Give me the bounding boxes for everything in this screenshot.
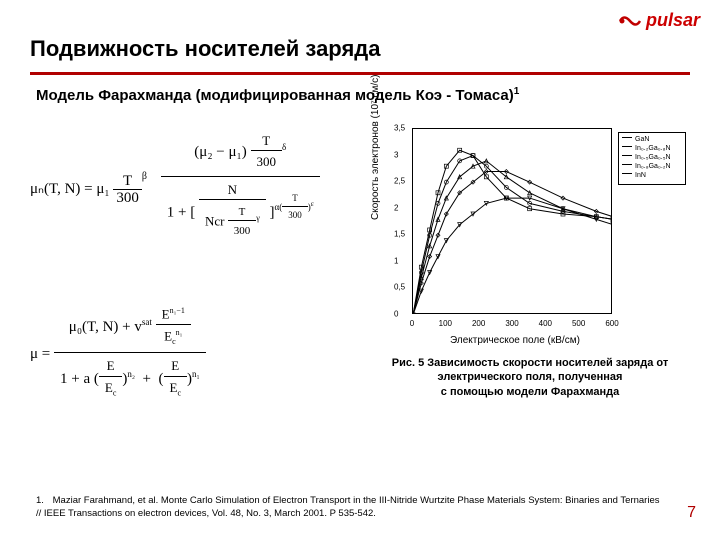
pulsar-logo-icon — [618, 12, 642, 30]
f2-d2bs: c — [177, 388, 181, 397]
x-tick: 300 — [505, 319, 518, 328]
subtitle-text: Модель Фарахманда (модифицированная моде… — [36, 87, 514, 104]
page-number: 7 — [687, 504, 696, 522]
y-tick: 3 — [394, 150, 398, 159]
brand-logo: pulsar — [618, 10, 700, 31]
f2-n1: n₁ — [192, 369, 200, 379]
y-tick: 2 — [394, 203, 398, 212]
page-title: Подвижность носителей заряда — [30, 36, 690, 68]
f1-delta: δ — [282, 142, 286, 152]
chart-curves — [413, 129, 611, 313]
y-tick: 0 — [394, 310, 398, 319]
f2-nb: E — [164, 328, 172, 343]
x-tick: 600 — [605, 319, 618, 328]
plot-area — [412, 128, 612, 314]
caption-line-1: Рис. 5 Зависимость скорости носителей за… — [370, 356, 690, 370]
f2-d1t: E — [99, 357, 123, 376]
chart-legend: GaN In₀.₂Ga₀.₈N In₀.₅Ga₀.₅N In₀.₈Ga₀.₂N InN — [618, 132, 686, 185]
title-rule — [30, 72, 690, 75]
footnote-text: Maziar Farahmand, et al. Monte Carlo Sim… — [36, 495, 660, 518]
title-block: Подвижность носителей заряда — [30, 36, 690, 75]
brand-bar: pulsar — [0, 10, 720, 31]
f1-beta: β — [142, 171, 147, 182]
footnote-num: 1. — [36, 495, 50, 507]
f1-den-base: 1 + — [167, 204, 187, 220]
formula-mobility-model: μₙ(T, N) = μ₁ T 300 β (μ₂ − μ₁) T 300δ 1… — [30, 130, 360, 249]
f2-d2t: E — [164, 357, 188, 376]
x-tick: 100 — [439, 319, 452, 328]
f1-num-right: (μ₂ − μ₁) — [194, 144, 247, 160]
f1-bigfrac: (μ₂ − μ₁) T 300δ 1 + [ N Ncr T300γ — [161, 130, 320, 249]
f2-nt-sup: n₁−1 — [170, 306, 185, 315]
content-row: μₙ(T, N) = μ₁ T 300 β (μ₂ − μ₁) T 300δ 1… — [30, 120, 700, 406]
x-tick: 400 — [539, 319, 552, 328]
y-axis-label: Скорость электронов (10⁷ см/с) — [370, 75, 381, 220]
formula-column: μₙ(T, N) = μ₁ T 300 β (μ₂ − μ₁) T 300δ 1… — [30, 120, 360, 406]
f1-N: N — [199, 181, 266, 200]
f1-gamma: γ — [256, 213, 260, 222]
brand-name: pulsar — [646, 10, 700, 31]
legend-item: GaN — [622, 136, 682, 143]
f2-nb-sub: c — [172, 337, 176, 346]
f2-den-a: 1 + a — [60, 371, 90, 387]
f1-Ncr: Ncr — [205, 213, 225, 228]
f2-d1bs: c — [113, 388, 117, 397]
x-tick: 0 — [410, 319, 414, 328]
f2-nb-sup: n₁ — [176, 328, 183, 337]
legend-item: In₀.₅Ga₀.₅N — [622, 154, 682, 161]
f2-num-a: μ₀(T, N) + v — [69, 319, 142, 335]
legend-item: In₀.₈Ga₀.₂N — [622, 163, 682, 170]
y-tick: 0,5 — [394, 283, 405, 292]
caption-line-3: с помощью модели Фарахманда — [370, 385, 690, 399]
figure-caption: Рис. 5 Зависимость скорости носителей за… — [370, 356, 690, 399]
f2-nt: E — [162, 306, 170, 321]
f2-d1b: E — [105, 380, 113, 395]
y-tick: 2,5 — [394, 177, 405, 186]
legend-item: InN — [622, 172, 682, 179]
y-tick: 1 — [394, 256, 398, 265]
velocity-field-chart: Скорость электронов (10⁷ см/с) Электриче… — [370, 120, 690, 350]
f2-n2: n₂ — [127, 369, 135, 379]
f2-lhs: μ = — [30, 346, 50, 362]
x-axis-label: Электрическое поле (кВ/см) — [450, 335, 580, 346]
formula-velocity-model: μ = μ₀(T, N) + vsat En₁−1 Ecn₁ 1 + a ( E… — [30, 303, 360, 406]
f1-t300-1: T 300 — [113, 173, 142, 207]
x-tick: 200 — [472, 319, 485, 328]
subtitle: Модель Фарахманда (модифицированная моде… — [36, 86, 519, 104]
f1-lhs: μₙ(T, N) = μ₁ — [30, 181, 110, 197]
legend-item: In₀.₂Ga₀.₈N — [622, 145, 682, 152]
chart-column: Скорость электронов (10⁷ см/с) Электриче… — [370, 120, 690, 399]
caption-line-2: электрического поля, полученная — [370, 370, 690, 384]
y-tick: 3,5 — [394, 124, 405, 133]
y-tick: 1,5 — [394, 230, 405, 239]
x-tick: 500 — [572, 319, 585, 328]
subtitle-ref: 1 — [514, 86, 520, 97]
f2-sat: sat — [142, 317, 152, 327]
f1-eps: ε — [311, 199, 314, 208]
footnote: 1. Maziar Farahmand, et al. Monte Carlo … — [36, 495, 660, 520]
